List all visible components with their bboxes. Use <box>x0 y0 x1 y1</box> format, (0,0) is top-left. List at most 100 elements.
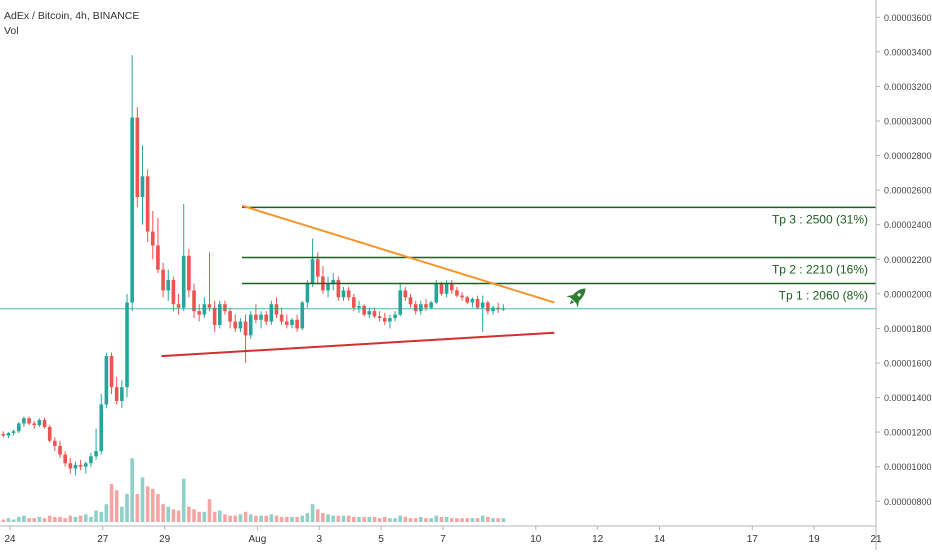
volume-bar <box>259 515 263 522</box>
volume-bar <box>109 483 114 522</box>
candle-body <box>27 418 31 424</box>
candle-body <box>99 404 104 452</box>
candle-body <box>1 433 6 436</box>
candle-body <box>424 304 428 308</box>
candle-body <box>53 440 57 446</box>
candle-body <box>439 283 444 294</box>
rocket-icon <box>566 288 586 308</box>
volume-bar <box>99 511 104 522</box>
x-tick-label: 24 <box>4 534 16 545</box>
volume-bar <box>94 510 98 522</box>
volume-bar <box>393 518 397 522</box>
candle-body <box>408 297 413 305</box>
candle-body <box>279 314 284 322</box>
candles <box>1 55 506 476</box>
volume-bar <box>212 511 217 522</box>
volume-bar <box>449 518 454 522</box>
candle-body <box>419 304 423 312</box>
candle-body <box>326 283 330 291</box>
volume-bar <box>455 518 459 522</box>
candle-body <box>274 304 279 315</box>
y-tick-label: 0.00003200 <box>884 82 932 92</box>
candle-body <box>372 311 377 317</box>
volume-bar <box>382 516 387 522</box>
candle-body <box>238 321 243 329</box>
volume-bar <box>78 515 83 522</box>
volume-bar <box>362 516 366 522</box>
volume-bar <box>341 515 346 522</box>
volume-bar <box>290 516 294 522</box>
volume-bar <box>197 511 201 522</box>
candle-body <box>269 304 274 322</box>
candle-body <box>114 387 119 402</box>
candle-body <box>449 283 454 291</box>
volume-bar <box>16 516 21 522</box>
volume-bar <box>68 515 73 522</box>
volume-bar <box>367 516 372 522</box>
candle-body <box>37 420 42 426</box>
candle-body <box>233 321 238 329</box>
x-tick-label: Aug <box>249 534 267 545</box>
volume-bar <box>310 504 315 522</box>
volume-bar <box>388 518 392 522</box>
volume-bar <box>444 516 449 522</box>
trendlines <box>161 204 555 358</box>
candle-body <box>125 302 129 388</box>
x-tick-label: 3 <box>317 534 323 545</box>
candle-body <box>367 311 372 315</box>
candle-body <box>140 176 145 198</box>
volume-bars <box>1 458 506 522</box>
volume-bar <box>321 513 325 522</box>
candle-body <box>300 302 305 329</box>
x-tick-label: 21 <box>870 534 882 545</box>
volume-bar <box>413 518 418 522</box>
volume-bar <box>114 490 119 522</box>
candle-body <box>470 299 475 303</box>
candle-body <box>83 463 88 467</box>
volume-bar <box>140 477 145 522</box>
candle-body <box>11 431 16 433</box>
volume-bar <box>300 515 305 522</box>
y-tick-label: 0.00001400 <box>884 393 932 403</box>
y-tick-label: 0.00001800 <box>884 324 932 334</box>
volume-bar <box>125 494 129 522</box>
volume-bar <box>233 515 238 522</box>
candle-body <box>413 304 418 312</box>
volume-bar <box>285 516 289 522</box>
volume-bar <box>326 514 330 522</box>
volume-bar <box>336 515 341 522</box>
candle-body <box>346 290 351 298</box>
candle-body <box>176 304 181 308</box>
candle-body <box>22 418 26 424</box>
candle-body <box>130 117 134 303</box>
volume-bar <box>465 518 470 522</box>
volume-bar <box>1 519 6 522</box>
x-tick-label: 27 <box>97 534 109 545</box>
y-tick-label: 0.00001600 <box>884 358 932 368</box>
volume-bar <box>63 518 67 522</box>
candle-body <box>480 302 485 308</box>
volume-bar <box>202 511 207 522</box>
target-label: Tp 1 : 2060 (8%) <box>779 288 868 302</box>
candle-body <box>382 318 387 322</box>
volume-bar <box>166 506 171 522</box>
volume-bar <box>429 518 433 522</box>
x-tick-label: 14 <box>654 534 666 545</box>
volume-bar <box>470 518 475 522</box>
volume-bar <box>145 486 150 522</box>
volume-bar <box>22 515 26 522</box>
symbol-title: AdEx / Bitcoin, 4h, BINANCE <box>4 10 140 22</box>
volume-bar <box>150 488 155 522</box>
last-price-line: 0.00001914 <box>0 301 932 316</box>
price-axis-bg <box>876 0 932 550</box>
volume-bar <box>223 514 227 522</box>
candle-body <box>161 269 165 291</box>
volume-bar <box>419 516 423 522</box>
volume-bar <box>104 504 109 522</box>
candle-body <box>166 280 171 291</box>
volume-bar <box>439 516 444 522</box>
volume-label: Vol <box>4 25 19 37</box>
